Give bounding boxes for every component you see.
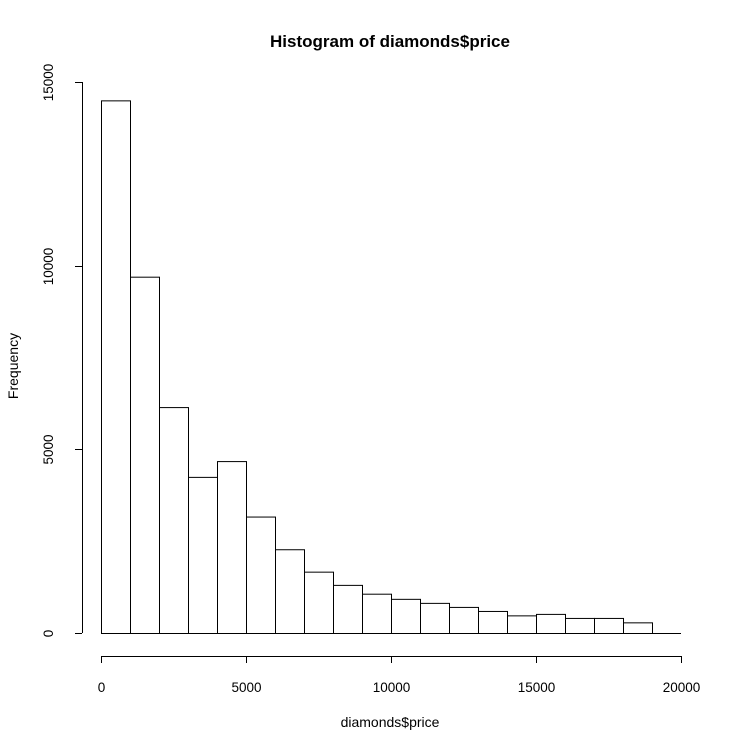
histogram-bar bbox=[217, 461, 247, 635]
histogram-bar bbox=[275, 549, 305, 634]
histogram-bar bbox=[101, 100, 131, 635]
y-axis: 0 5000 10000 15000 bbox=[41, 64, 83, 638]
histogram-bar bbox=[594, 617, 624, 634]
histogram-bar bbox=[304, 571, 334, 634]
histogram-bar bbox=[391, 598, 421, 635]
histogram-bar bbox=[159, 407, 189, 634]
y-tick-label: 5000 bbox=[41, 434, 56, 464]
histogram-bar bbox=[420, 602, 450, 634]
histogram-bar bbox=[623, 622, 653, 635]
chart-title: Histogram of diamonds$price bbox=[270, 32, 510, 51]
histogram-bar bbox=[130, 276, 160, 634]
y-tick-label: 10000 bbox=[41, 248, 56, 286]
bars-group bbox=[101, 100, 681, 635]
x-axis-label: diamonds$price bbox=[341, 714, 440, 730]
histogram-bar bbox=[333, 584, 363, 634]
histogram-bar bbox=[449, 606, 479, 634]
x-axis: 0 5000 10000 15000 20000 bbox=[98, 656, 701, 695]
histogram-bar bbox=[188, 476, 218, 634]
x-tick-label: 15000 bbox=[518, 680, 556, 695]
x-tick-label: 20000 bbox=[663, 680, 701, 695]
histogram-bar bbox=[478, 610, 508, 635]
histogram-bar bbox=[536, 613, 566, 635]
histogram-bar bbox=[565, 617, 595, 634]
histogram-bar bbox=[246, 516, 276, 635]
x-tick-label: 10000 bbox=[373, 680, 411, 695]
x-tick-label: 0 bbox=[98, 680, 106, 695]
y-tick-label: 0 bbox=[41, 630, 56, 638]
histogram-bar bbox=[507, 615, 537, 634]
histogram-bar bbox=[362, 593, 392, 634]
x-tick-label: 5000 bbox=[231, 680, 261, 695]
y-tick-label: 15000 bbox=[41, 64, 56, 102]
y-axis-label: Frequency bbox=[5, 333, 21, 399]
